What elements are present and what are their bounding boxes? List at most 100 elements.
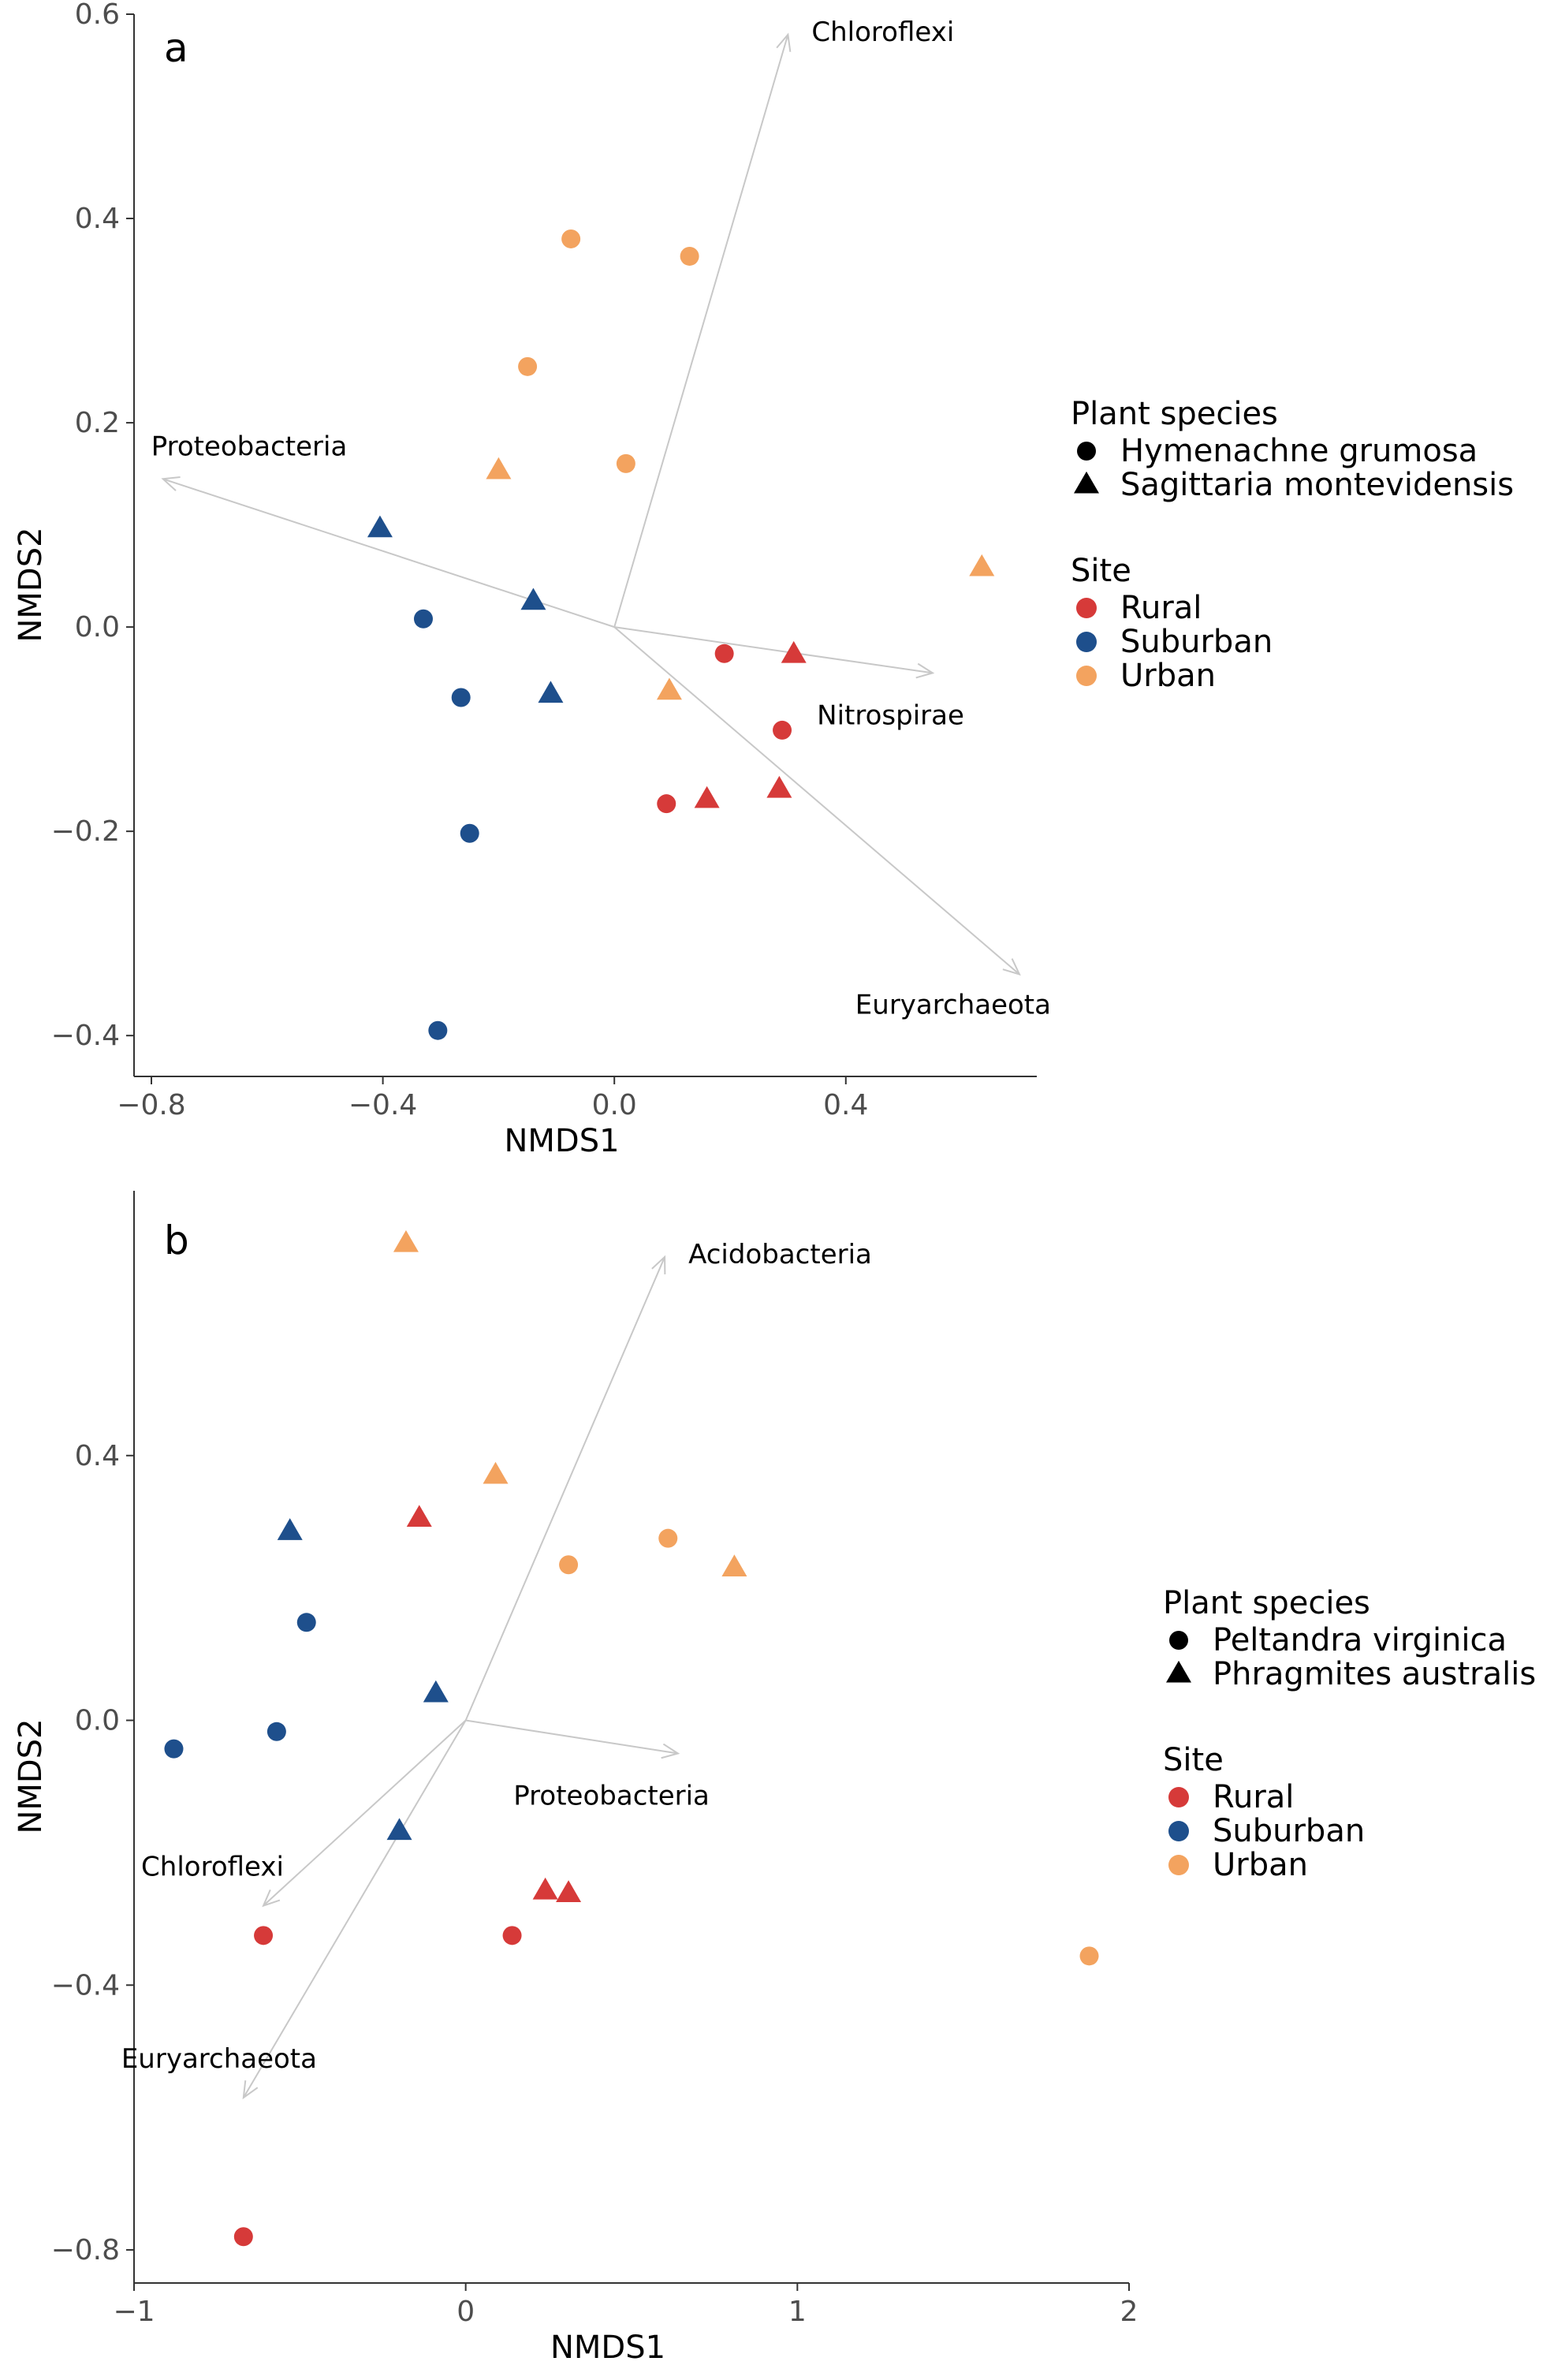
data-point [616,453,635,473]
data-point [520,588,546,610]
x-tick-label: −1 [113,2296,155,2328]
vector-arrowhead [1002,958,1021,976]
vector-label: Nitrospirae [817,699,964,731]
vector-label: Euryarchaeota [121,2043,317,2075]
data-point [781,640,807,663]
data-point [721,1554,747,1576]
data-point [460,823,479,843]
x-axis-title: NMDS1 [550,2330,665,2366]
legend-triangle-key [1074,471,1099,494]
legend-shape-label: Phragmites australis [1213,1656,1536,1692]
legend-site-key [1076,632,1097,652]
legend-site-key [1168,1855,1189,1875]
y-tick-label: −0.2 [51,815,120,848]
panel-a: a −0.8 −0.4 0.0 0.4 −0.4 −0.2 0.0 0.2 0.4 0.6 NMDS1… [13,0,1514,1159]
legend-site-title: Site [1163,1742,1224,1778]
x-tick-label: 0.0 [592,1089,637,1121]
data-point [406,1505,432,1528]
vector-label: Proteobacteria [151,431,348,462]
x-tick-label: −0.4 [348,1089,417,1121]
data-point [714,643,734,663]
data-point [532,1877,558,1900]
vector-arrow [464,1256,665,1721]
data-point [538,681,564,703]
panel-letter: b [164,1218,189,1263]
vector-arrow [613,626,1020,976]
legend-site-key [1076,666,1097,686]
legend-circle-key [1077,442,1096,461]
data-point [559,1555,579,1575]
legend-site-title: Site [1071,553,1131,589]
vector-arrow [263,1719,467,1907]
vector-arrowhead [915,662,935,679]
vector-label: Proteobacteria [513,1780,710,1811]
x-tick-label: 0 [457,2296,475,2328]
legend-triangle-key [1166,1660,1191,1683]
legend-site-label: Suburban [1213,1813,1365,1849]
vector-arrowhead [242,2080,259,2100]
vector-arrowhead [776,32,792,52]
x-tick-label: 0.4 [823,1089,868,1121]
vector-arrow [242,1720,467,2098]
y-tick-label: 0.4 [75,203,120,235]
legend-site-key [1168,1787,1189,1807]
legend-shape-label: Sagittaria montevidensis [1120,467,1514,503]
data-point [413,609,433,629]
legend-shape-label: Peltandra virginica [1213,1622,1507,1658]
vector-arrow [465,1719,679,1755]
legend-site-label: Urban [1213,1847,1308,1883]
data-point [694,785,720,808]
y-tick-label: −0.4 [51,1020,120,1052]
vector-arrowhead [161,476,181,491]
y-tick-label: 0.0 [75,1705,120,1737]
data-point [518,356,538,376]
vector-arrowhead [262,1889,281,1908]
data-point [393,1229,419,1252]
x-axis-title: NMDS1 [504,1123,619,1159]
data-point [483,1461,509,1484]
y-tick-label: 0.4 [75,1440,120,1472]
vector-label: Chloroflexi [811,17,954,48]
data-point [451,688,471,707]
data-point [656,677,682,700]
data-point [773,720,792,740]
data-point [386,1818,412,1841]
x-tick-label: 2 [1120,2296,1138,2328]
data-point [367,515,393,538]
legend-site-label: Rural [1120,590,1202,626]
data-point [680,246,699,266]
vector-label: Chloroflexi [141,1852,284,1883]
y-tick-label: −0.8 [51,2234,120,2266]
vector-arrow [162,478,615,629]
legend-site-label: Rural [1213,1779,1294,1815]
y-axis-title: NMDS2 [13,527,49,642]
data-point [1079,1946,1099,1966]
data-point [296,1613,316,1632]
x-tick-label: 1 [788,2296,807,2328]
y-axis-title: NMDS2 [13,1718,49,1833]
data-point [423,1680,449,1703]
data-point [766,775,792,798]
data-point [233,2227,253,2247]
vector-arrowhead [651,1255,666,1274]
legend-site-label: Suburban [1120,624,1273,660]
data-point [428,1020,448,1040]
y-tick-label: −0.4 [51,1969,120,2001]
data-point [969,554,995,576]
legend-shape-label: Hymenachne grumosa [1120,433,1478,469]
data-point [254,1926,274,1945]
data-point [502,1926,522,1945]
data-point [561,229,581,248]
legend-site-label: Urban [1120,658,1216,694]
panel-letter: a [164,25,188,71]
legend-site-key [1168,1821,1189,1841]
data-point [486,457,512,479]
vector-arrowhead [661,1743,680,1759]
y-tick-label: 0.6 [75,0,120,31]
x-tick-label: −0.8 [117,1089,185,1121]
y-tick-label: 0.2 [75,407,120,439]
vector-label: Acidobacteria [688,1239,872,1270]
